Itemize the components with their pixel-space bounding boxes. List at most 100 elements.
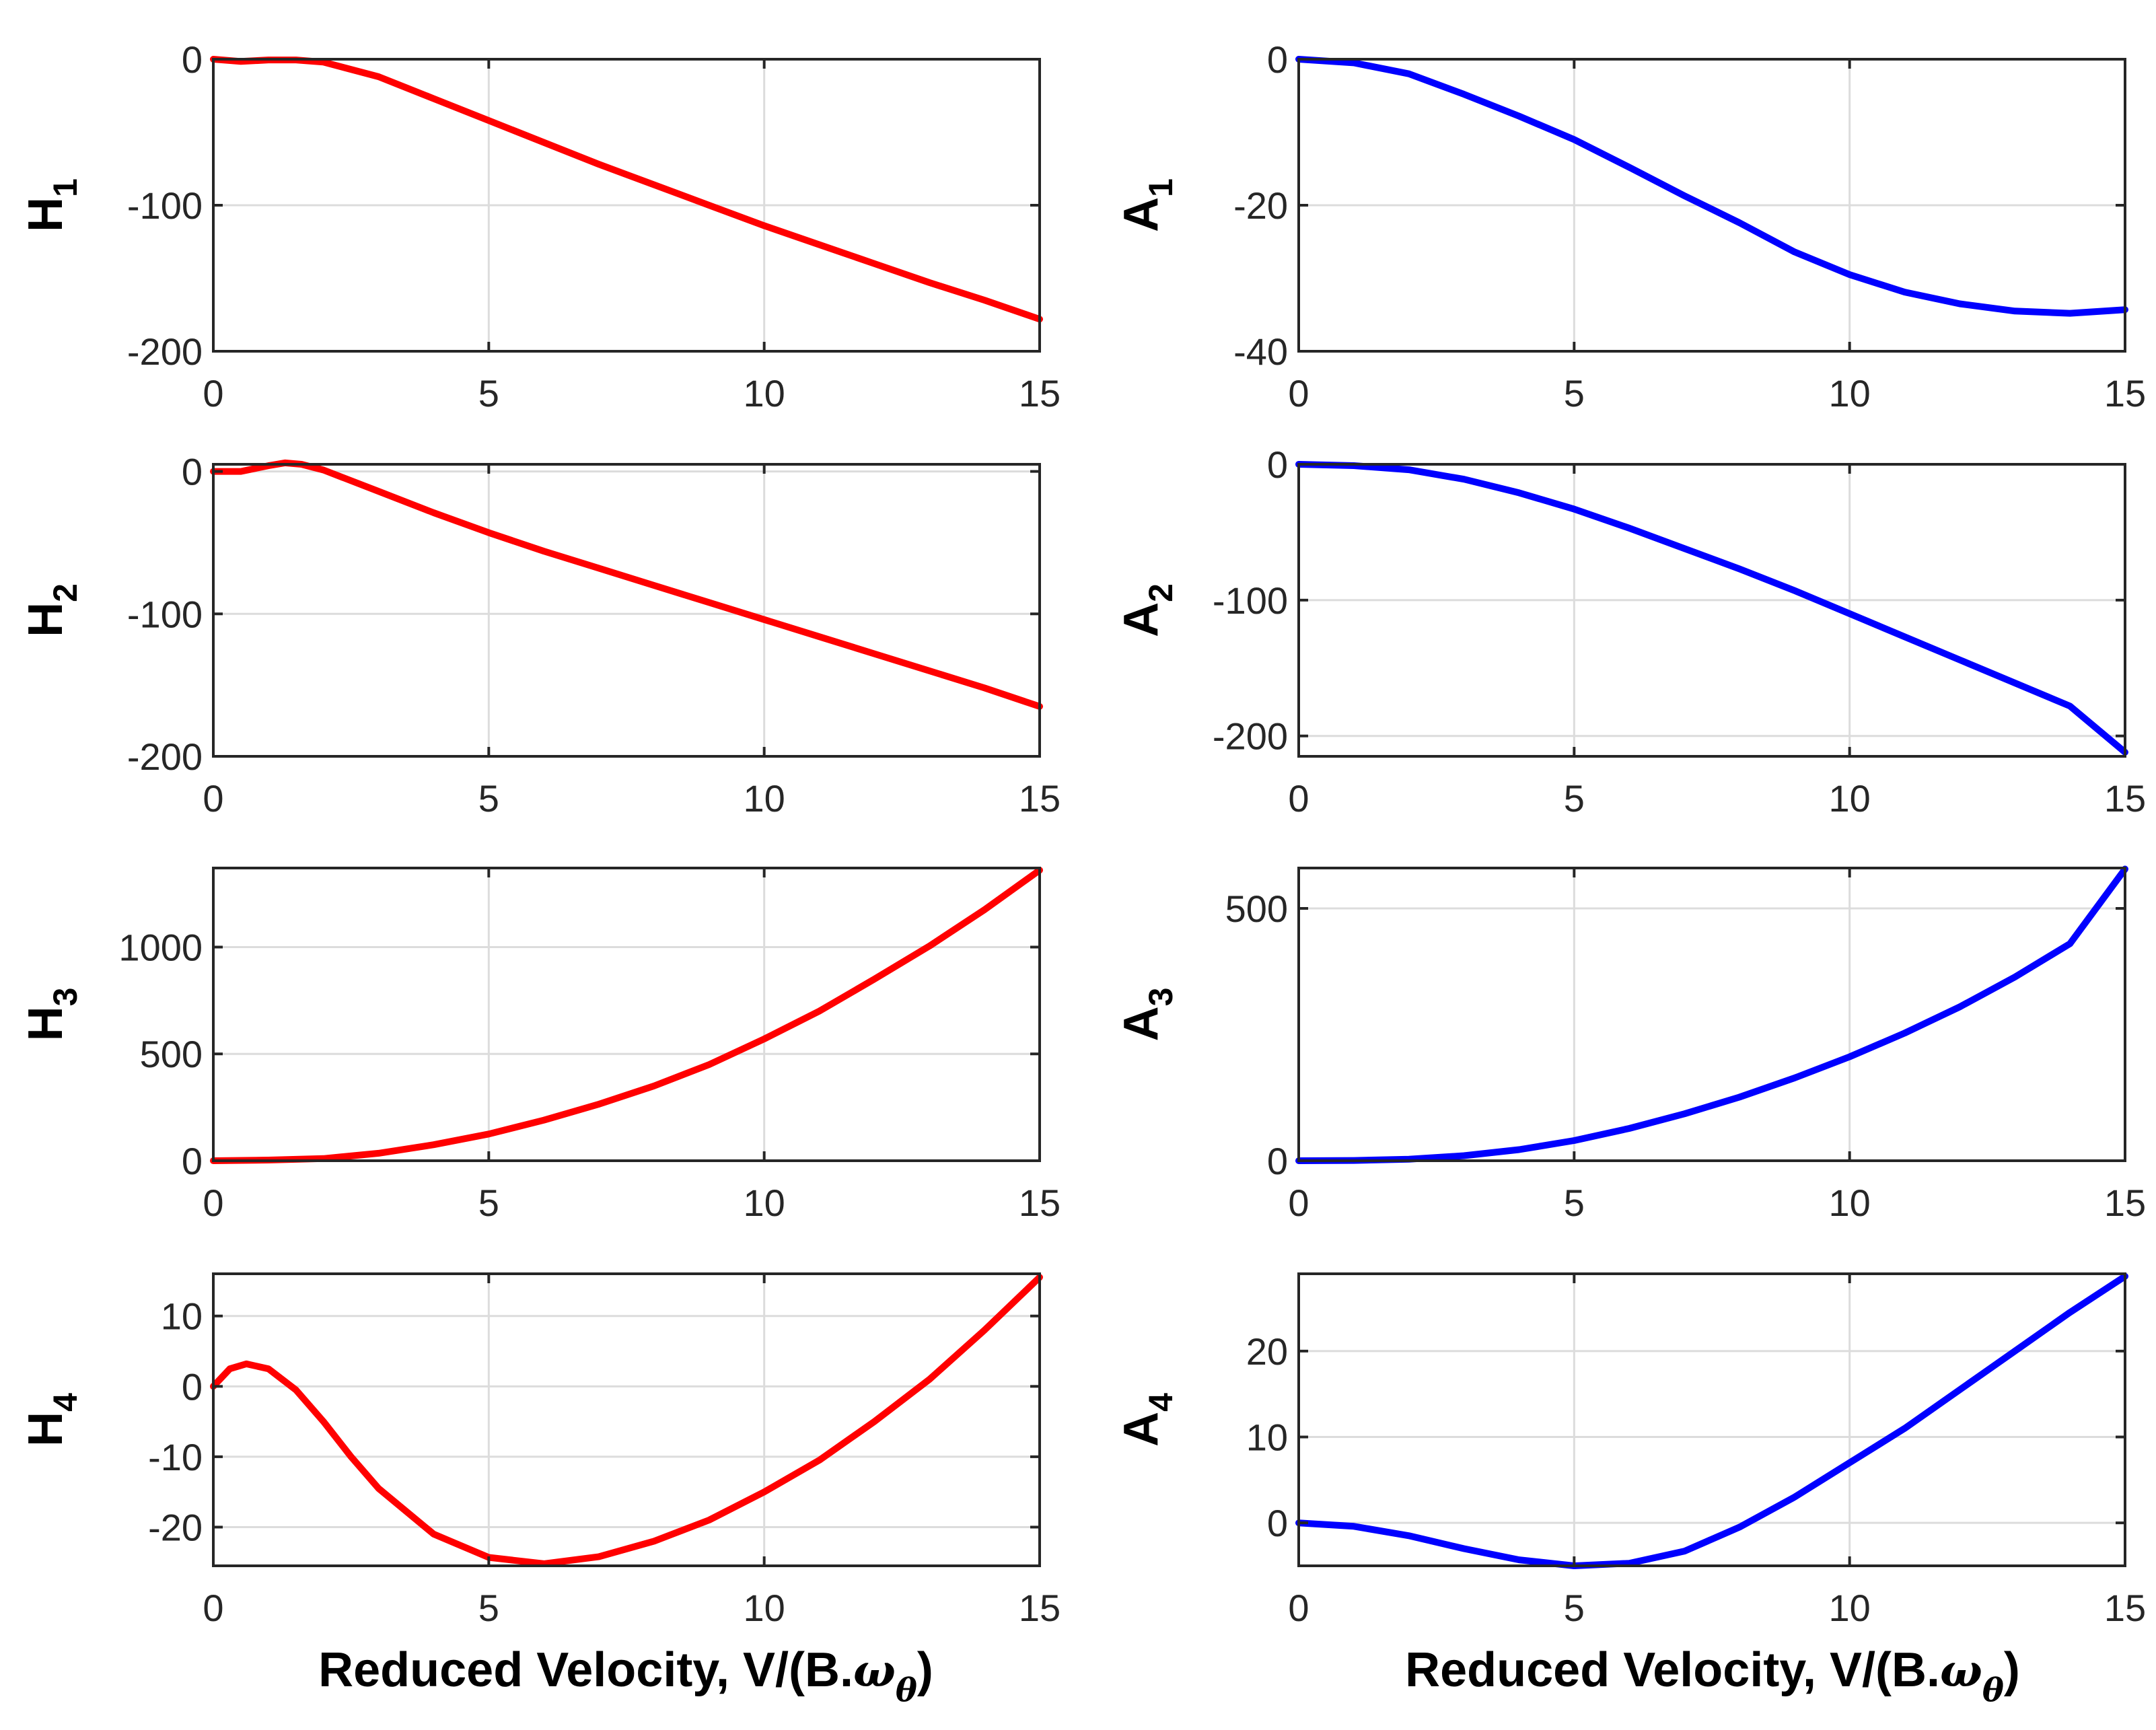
x-tick-label: 0 [203,777,223,820]
x-tick-label: 5 [1564,372,1585,415]
x-tick-label: 0 [203,372,223,415]
subplot-h1: 0 5 10 15 -200 -100 0 H1 [19,38,1061,415]
x-tick-label: 0 [203,1182,223,1224]
y-tick-label: 0 [182,1365,203,1408]
x-tick-label: 0 [203,1587,223,1629]
subplot-h4: 0 5 10 15 -20 -10 0 10 H4 [19,1272,1061,1629]
series-line-a4 [1295,1272,2128,1569]
y-tick-label: -100 [127,184,203,227]
y-tick-label: -10 [148,1436,203,1478]
x-tick-label: 15 [2104,777,2146,820]
axes-frame [212,867,1041,1162]
x-tick-label: 15 [1019,1182,1061,1224]
y-tick-label: 0 [1267,1140,1288,1182]
y-tick-label: 500 [1225,888,1288,930]
x-tick-label: 10 [1829,372,1871,415]
y-axis-label-main: H [19,1006,73,1041]
x-tick-label: 5 [1564,1587,1585,1629]
y-tick-label: -20 [148,1506,203,1548]
y-tick-label: 0 [182,1140,203,1182]
series-line-h4 [210,1274,1043,1567]
x-tick-label: 10 [744,1587,785,1629]
x-axis-label-right: Reduced Velocity, V/(B.ωθ) [1405,1643,2020,1709]
y-tick-label: 10 [161,1295,203,1338]
y-axis-label-subscript: 2 [46,583,84,602]
y-axis-label-main: H [19,602,73,637]
x-tick-label: 10 [744,777,785,820]
x-tick-label: 10 [1829,1587,1871,1629]
y-axis-label-h1: H1 [19,178,84,232]
x-tick-label: 5 [478,1182,499,1224]
x-tick-label: 10 [1829,1182,1871,1224]
y-tick-label: 0 [1267,38,1288,81]
y-tick-label: -100 [1213,579,1288,622]
series-line-a3 [1295,865,2128,1164]
y-axis-label-main: A [1114,1412,1168,1447]
x-tick-label: 15 [2104,1587,2146,1629]
y-axis-label-a2: A2 [1114,583,1180,637]
y-tick-label: 10 [1246,1416,1288,1459]
y-axis-label-h3: H3 [19,988,84,1042]
y-axis-label-main: A [1114,602,1168,637]
y-axis-label-h2: H2 [19,583,84,637]
y-tick-label: 0 [1267,1502,1288,1544]
y-tick-label: -100 [127,593,203,635]
x-axis-labels: Reduced Velocity, V/(B.ωθ) Reduced Veloc… [318,1643,2020,1709]
y-axis-label-subscript: 3 [46,988,84,1007]
y-tick-label: 1000 [118,926,203,968]
x-tick-label: 0 [1288,372,1309,415]
x-tick-label: 15 [1019,372,1061,415]
y-axis-label-main: H [19,197,73,232]
y-tick-label: 20 [1246,1330,1288,1373]
x-tick-label: 5 [1564,777,1585,820]
series-line-h2 [210,459,1043,710]
y-tick-label: -200 [127,735,203,778]
axes-frame [1297,867,2126,1162]
y-tick-label: 0 [182,451,203,493]
x-tick-label: 10 [744,1182,785,1224]
y-axis-label-a1: A1 [1114,178,1180,232]
x-tick-label: 15 [1019,1587,1061,1629]
x-tick-label: 5 [478,372,499,415]
subplot-a3: 0 5 10 15 0 500 A3 [1114,865,2146,1224]
y-tick-label: -200 [127,330,203,373]
x-tick-label: 0 [1288,1587,1309,1629]
y-axis-label-subscript: 1 [1142,178,1180,197]
x-tick-label: 0 [1288,777,1309,820]
subplot-a2: 0 5 10 15 -200 -100 0 A2 [1114,443,2146,820]
x-tick-label: 5 [1564,1182,1585,1224]
y-axis-label-subscript: 4 [46,1393,84,1412]
x-tick-label: 5 [478,777,499,820]
axes-frame [212,1272,1041,1567]
y-tick-label: -20 [1233,184,1288,227]
y-tick-label: 0 [1267,443,1288,486]
x-axis-label-left: Reduced Velocity, V/(B.ωθ) [318,1643,933,1709]
x-tick-label: 5 [478,1587,499,1629]
subplot-a1: 0 5 10 15 -40 -20 0 A1 [1114,38,2146,415]
subplot-a4: 0 5 10 15 0 10 20 A4 [1114,1272,2146,1629]
y-axis-label-subscript: 1 [46,178,84,197]
series-line-h3 [210,867,1043,1164]
y-axis-label-h4: H4 [19,1393,84,1447]
y-axis-label-main: A [1114,197,1168,232]
axes-frame [1297,463,2126,758]
y-axis-label-a3: A3 [1114,988,1180,1042]
x-tick-label: 10 [1829,777,1871,820]
y-tick-label: -200 [1213,715,1288,758]
subplot-h3: 0 5 10 15 0 500 1000 H3 [19,867,1061,1224]
y-tick-label: 0 [182,38,203,81]
x-tick-label: 15 [2104,1182,2146,1224]
axes-frame [1297,1272,2126,1567]
y-axis-label-main: H [19,1412,73,1447]
series-line-a2 [1295,461,2128,756]
x-tick-label: 15 [1019,777,1061,820]
y-axis-label-subscript: 4 [1142,1393,1180,1412]
y-axis-label-a4: A4 [1114,1393,1180,1447]
x-tick-label: 15 [2104,372,2146,415]
y-axis-label-subscript: 2 [1142,583,1180,602]
y-axis-label-main: A [1114,1006,1168,1041]
y-tick-label: -40 [1233,330,1288,373]
